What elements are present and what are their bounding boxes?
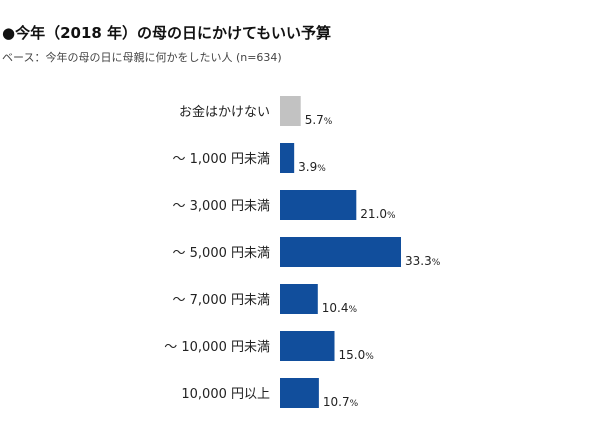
- category-label: ～ 3,000 円未満: [173, 199, 270, 214]
- value-label: 15.0%: [339, 348, 375, 362]
- value-label: 33.3%: [405, 254, 441, 268]
- bar: [280, 96, 301, 126]
- bars-group: お金はかけない 5.7% ～ 1,000 円未満 3.9% ～ 3,000 円未満 21.…: [164, 96, 441, 409]
- category-label: ～ 1,000 円未満: [173, 152, 270, 167]
- value-label: 3.9%: [298, 160, 326, 174]
- bar: [280, 284, 318, 314]
- bar: [280, 190, 357, 220]
- category-label: ～ 5,000 円未満: [173, 246, 270, 261]
- category-label: お金はかけない: [179, 104, 270, 120]
- category-label: ～ 10,000 円未満: [164, 340, 270, 355]
- bar: [280, 143, 295, 173]
- value-label: 10.7%: [323, 395, 359, 409]
- bar: [280, 237, 401, 267]
- bar: [280, 331, 335, 361]
- category-label: 10,000 円以上: [181, 387, 270, 402]
- chart-title: ●今年（2018 年）の母の日にかけてもいい予算: [2, 24, 332, 42]
- chart-subtitle: ベース：今年の母の日に母親に何かをしたい人 (n=634): [2, 51, 282, 64]
- value-label: 21.0%: [360, 207, 396, 221]
- bar: [280, 378, 319, 408]
- category-label: ～ 7,000 円未満: [173, 293, 270, 308]
- value-label: 5.7%: [305, 113, 333, 127]
- value-label: 10.4%: [322, 301, 358, 315]
